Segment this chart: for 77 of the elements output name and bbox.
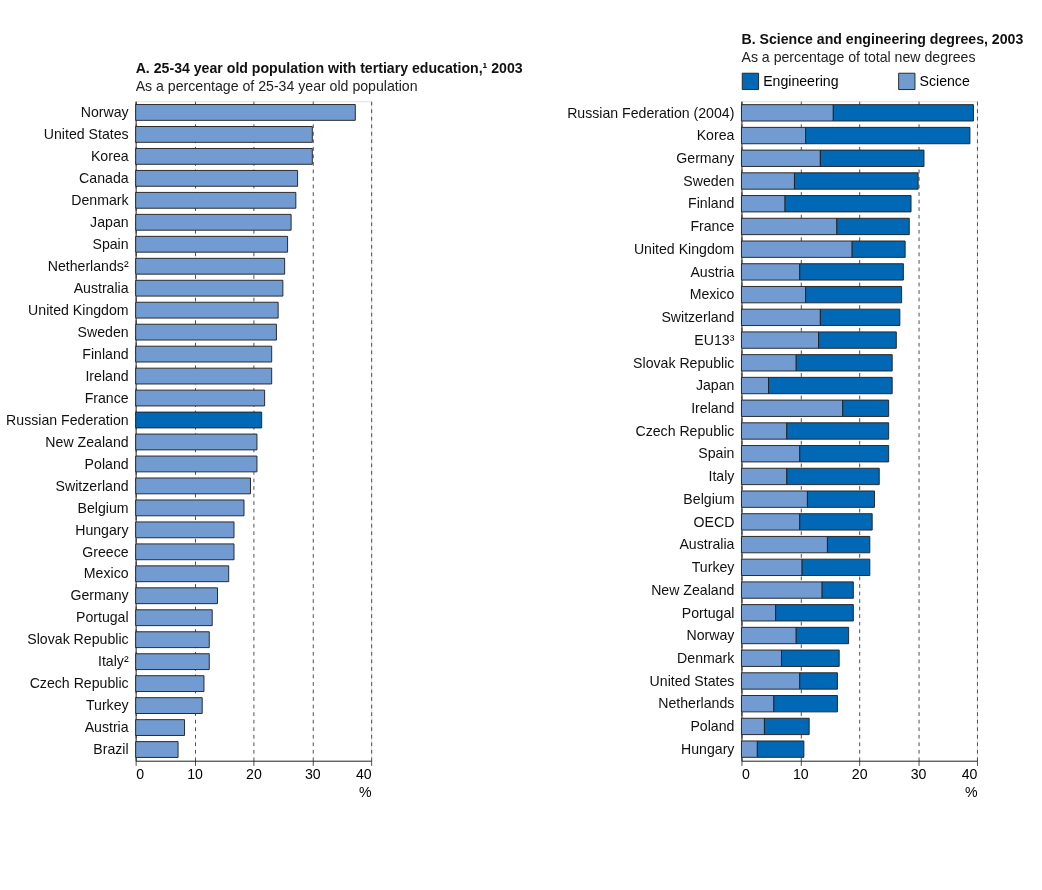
y-tick-label: Spain	[698, 445, 735, 462]
y-tick-label: Turkey	[85, 697, 130, 714]
y-tick-label: EU13³	[694, 331, 735, 348]
y-tick-label: Portugal	[75, 609, 129, 626]
y-tick-label: Portugal	[681, 604, 735, 621]
y-tick-label: Brazil	[93, 741, 129, 758]
y-tick-label: Germany	[676, 149, 736, 166]
y-tick-label: Norway	[80, 104, 130, 121]
y-tick-label: Finland	[82, 345, 129, 362]
y-tick-label: United Kingdom	[633, 240, 735, 257]
y-tick-label: Ireland	[85, 367, 129, 384]
y-tick-label: Greece	[82, 543, 129, 560]
x-tick-label: 0	[741, 766, 750, 783]
y-tick-label: Sweden	[77, 323, 129, 340]
y-tick-label: Poland	[690, 718, 735, 735]
x-axis-title: %	[359, 784, 373, 801]
x-axis-title: %	[964, 784, 978, 801]
y-tick-label: Slovak Republic	[27, 631, 129, 648]
y-tick-label: United States	[649, 672, 735, 689]
y-tick-label: Switzerland	[661, 309, 735, 326]
y-tick-label: Japan	[90, 214, 129, 230]
y-tick-label: Czech Republic	[635, 422, 735, 439]
y-tick-label: Hungary	[681, 740, 736, 757]
y-tick-label: France	[690, 218, 735, 235]
y-tick-label: Russian Federation	[6, 411, 129, 428]
y-tick-label: Norway	[686, 627, 736, 644]
y-tick-label: Denmark	[677, 649, 736, 666]
y-tick-label: Denmark	[71, 192, 130, 209]
x-tick-label: 10	[792, 766, 809, 783]
y-tick-label: Finland	[688, 195, 735, 212]
y-tick-label: New Zealand	[45, 433, 129, 450]
y-tick-label: New Zealand	[651, 581, 735, 598]
y-tick-label: Slovak Republic	[633, 354, 735, 371]
y-tick-label: United States	[43, 126, 129, 143]
y-tick-label: Switzerland	[55, 477, 129, 494]
chart-subtitle: As a percentage of total new degrees	[741, 48, 976, 65]
chart-subtitle: As a percentage of 25-34 year old population	[135, 77, 418, 94]
y-tick-label: Australia	[73, 279, 129, 296]
y-tick-label: Korea	[696, 127, 735, 144]
x-tick-label: 20	[851, 766, 868, 783]
y-tick-label: Austria	[690, 263, 735, 280]
y-tick-label: Netherlands²	[47, 257, 129, 274]
y-tick-label: Czech Republic	[29, 675, 129, 692]
y-tick-label: United Kingdom	[28, 301, 129, 318]
y-tick-label: Canada	[79, 170, 129, 187]
y-tick-label: France	[84, 389, 129, 406]
y-tick-label: Italy	[708, 468, 736, 485]
legend-label: Science	[919, 73, 970, 90]
x-tick-label: 40	[355, 766, 372, 783]
y-tick-label: Germany	[70, 587, 130, 604]
y-tick-label: Mexico	[689, 286, 735, 303]
y-tick-label: Ireland	[691, 399, 735, 416]
y-tick-label: Poland	[84, 455, 129, 472]
y-tick-label: Belgium	[683, 490, 735, 507]
x-tick-label: 10	[187, 766, 204, 783]
y-tick-label: Australia	[679, 536, 735, 553]
legend-label: Engineering	[763, 73, 839, 90]
x-tick-label: 20	[246, 766, 262, 783]
x-tick-label: 0	[136, 766, 145, 783]
y-tick-label: OECD	[693, 513, 735, 530]
y-tick-label: Belgium	[77, 499, 129, 516]
y-tick-label: Netherlands	[658, 695, 735, 712]
y-tick-label: Turkey	[691, 559, 736, 576]
y-tick-label: Austria	[84, 719, 129, 736]
x-tick-label: 30	[304, 766, 321, 783]
y-tick-label: Sweden	[683, 172, 735, 189]
y-tick-label: Korea	[90, 148, 129, 165]
y-tick-label: Hungary	[75, 521, 130, 538]
chart-title: A. 25-34 year old population with tertiary education,¹ 2003	[135, 59, 523, 76]
x-tick-label: 40	[961, 766, 978, 783]
chart-title: B. Science and engineering degrees, 2003	[741, 30, 1024, 47]
y-tick-label: Russian Federation (2004)	[567, 104, 735, 121]
y-tick-label: Mexico	[83, 565, 129, 582]
y-tick-label: Japan	[695, 377, 735, 394]
x-tick-label: 30	[910, 766, 927, 783]
y-tick-label: Italy²	[97, 653, 129, 670]
y-tick-label: Spain	[92, 235, 129, 252]
